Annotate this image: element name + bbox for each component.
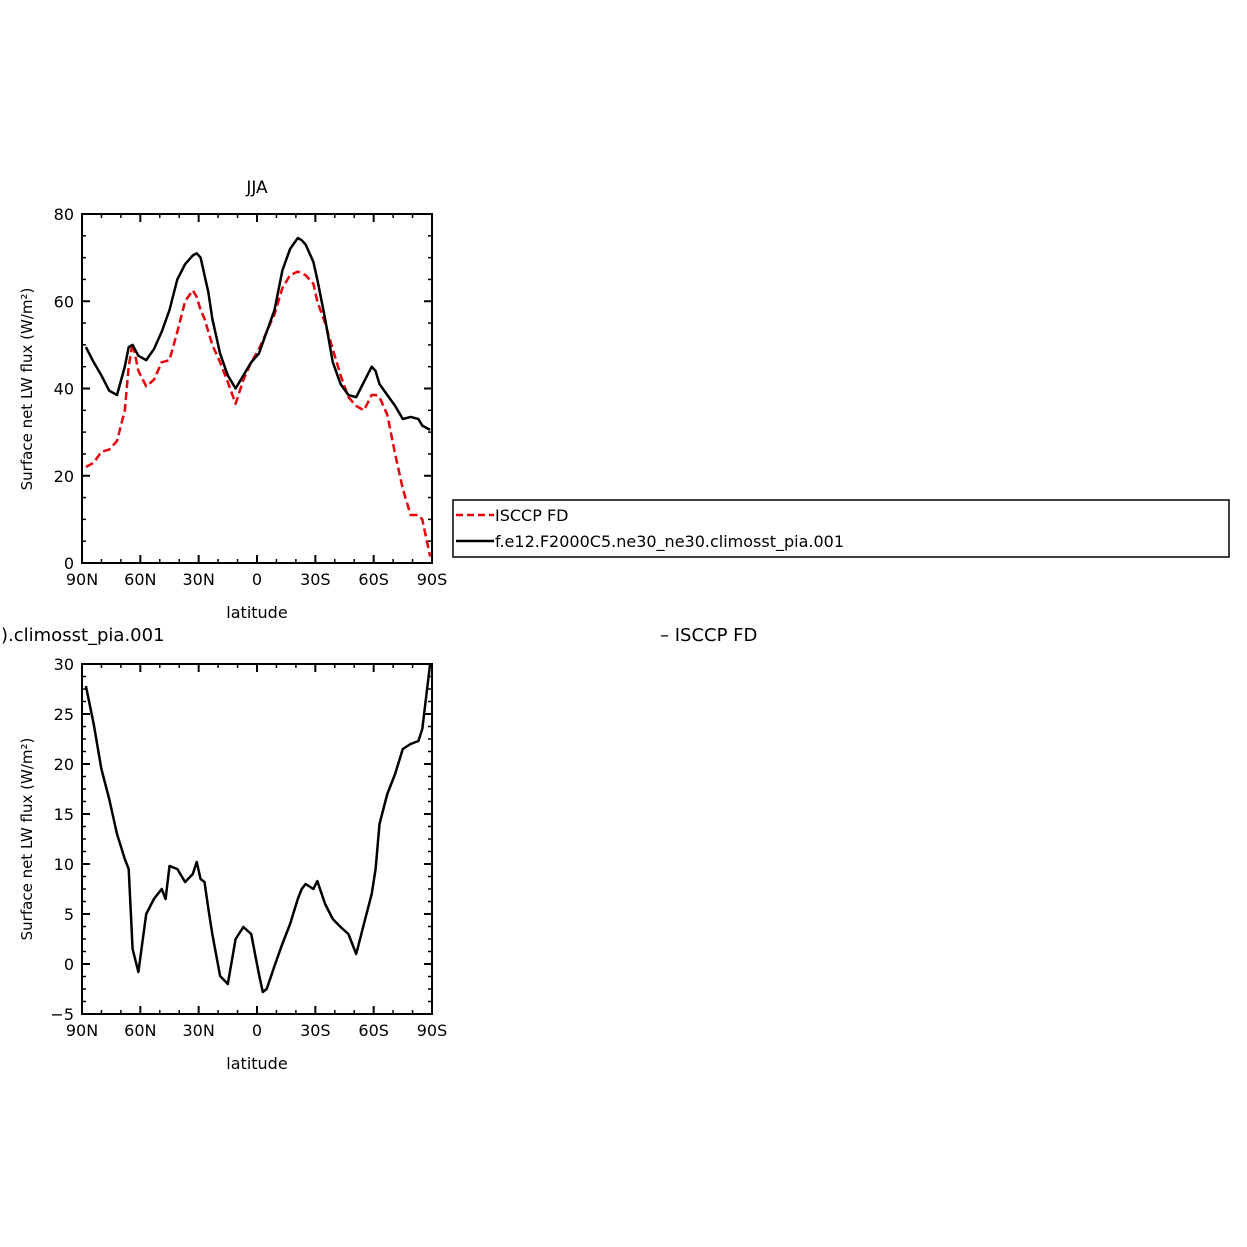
- bottom-chart-xtick-label: 60N: [124, 1021, 156, 1040]
- top-chart-ytick-label: 20: [54, 467, 74, 486]
- top-chart-series-line-1: [84, 236, 431, 431]
- top-chart-title: JJA: [245, 178, 268, 198]
- legend-label-model: f.e12.F2000C5.ne30_ne30.climosst_pia.001: [495, 532, 844, 552]
- top-chart-ytick-label: 60: [54, 292, 74, 311]
- bottom-chart-ytick-label: 25: [54, 705, 74, 724]
- bottom-chart-ytick-label: 20: [54, 755, 74, 774]
- bottom-chart-xtick-label: 90N: [66, 1021, 98, 1040]
- top-chart-xlabel: latitude: [226, 603, 287, 622]
- bottom-chart-ytick-label: −5: [50, 1005, 74, 1024]
- top-chart-series-line-0: [85, 270, 432, 557]
- top-chart-xtick-label: 90S: [417, 570, 448, 589]
- bottom-chart-ytick-label: 10: [54, 855, 74, 874]
- bottom-chart-xtick-label: 0: [252, 1021, 262, 1040]
- bottom-chart-xtick-label: 30S: [300, 1021, 331, 1040]
- top-chart-ytick-label: 80: [54, 205, 74, 224]
- bottom-chart-ytick-label: 30: [54, 655, 74, 674]
- bottom-chart-title: ).climosst_pia.001: [1, 625, 165, 646]
- legend-box: [452, 499, 1230, 558]
- top-chart-ylabel: Surface net LW flux (W/m²): [18, 288, 36, 491]
- top-chart-xtick-label: 60N: [124, 570, 156, 589]
- bottom-chart-xtick-label: 90S: [417, 1021, 448, 1040]
- bottom-chart-xtick-label: 30N: [183, 1021, 215, 1040]
- bottom-chart-legend-text: – ISCCP FD: [660, 625, 757, 646]
- top-chart-xtick-label: 60S: [358, 570, 389, 589]
- top-chart-series: [84, 236, 432, 557]
- top-chart-ytick-label: 40: [54, 380, 74, 399]
- bottom-chart-ytick-label: 15: [54, 805, 74, 824]
- bottom-chart-panel: ).climosst_pia.001 – ISCCP FD −5 0 5 10 15 20…: [1, 625, 757, 1073]
- bottom-chart-xlabel: latitude: [226, 1054, 287, 1073]
- bottom-chart-ytick-label: 5: [64, 905, 74, 924]
- legend-label-isccp: ISCCP FD: [495, 506, 568, 525]
- top-chart-xtick-label: 90N: [66, 570, 98, 589]
- top-chart-xtick-label: 30S: [300, 570, 331, 589]
- bottom-chart-series: [84, 663, 432, 994]
- bottom-chart-ylabel: Surface net LW flux (W/m²): [18, 738, 36, 941]
- top-chart-xtick-label: 30N: [183, 570, 215, 589]
- bottom-chart-ticks: −5 0 5 10 15 20 25 30 90N 60N 30N 0 30S 60S 90S: [50, 655, 447, 1040]
- top-chart-ytick-label: 0: [64, 554, 74, 573]
- top-chart-xtick-label: 0: [252, 570, 262, 589]
- top-chart-ticks: 0 20 40 60 80 90N 60N 30N 0 30S 60S 90S: [54, 205, 448, 589]
- bottom-chart-series-line-0: [84, 663, 432, 994]
- bottom-chart-ytick-label: 0: [64, 955, 74, 974]
- legend: ISCCP FD f.e12.F2000C5.ne30_ne30.climoss…: [452, 499, 1230, 558]
- top-chart-panel: JJA 0 20 40 60 80 90N 60N 30N 0 30S 60S 90S latitud…: [18, 178, 447, 622]
- top-chart-frame: [81, 213, 433, 564]
- bottom-chart-xtick-label: 60S: [358, 1021, 389, 1040]
